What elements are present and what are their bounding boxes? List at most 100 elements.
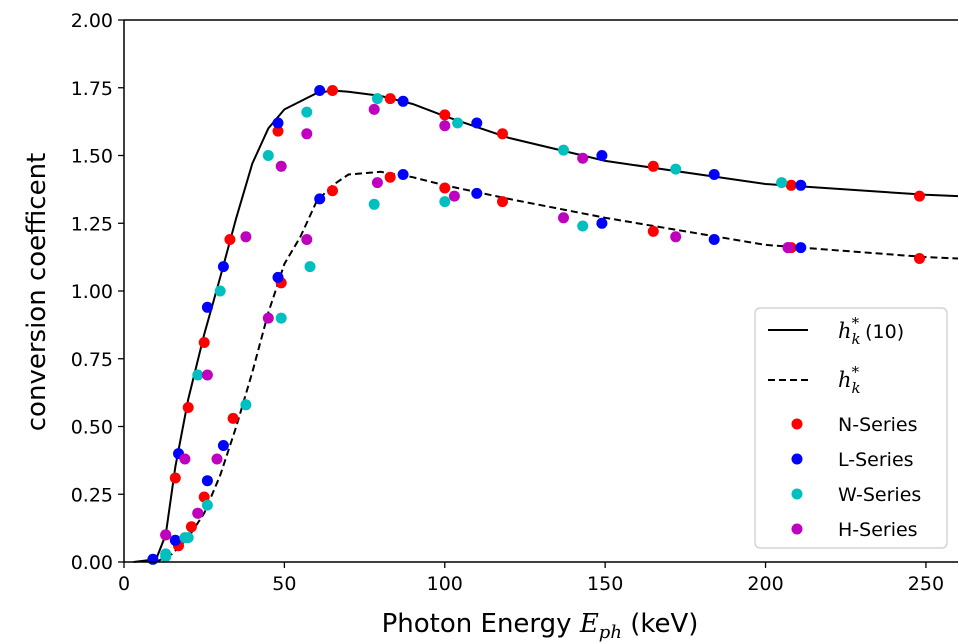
point-w-series	[301, 106, 313, 118]
x-tick-label: 0	[118, 573, 130, 595]
point-h-series	[558, 212, 569, 224]
point-l-series	[708, 169, 720, 180]
point-w-series	[304, 261, 316, 273]
y-tick-label: 0.50	[71, 417, 113, 439]
point-l-series	[272, 271, 284, 283]
point-w-series	[160, 551, 172, 563]
y-tick-label: 0.75	[71, 349, 113, 371]
y-ticks: 0.00 0.25 0.50 0.75 1.00 1.25 1.50 1.75 2.00	[71, 10, 124, 574]
point-h-series	[275, 160, 287, 172]
point-h-series	[371, 177, 383, 189]
point-n-series	[224, 234, 236, 245]
point-w-series	[201, 499, 213, 511]
point-h-series	[782, 242, 794, 254]
x-tick-label: 100	[427, 573, 463, 595]
point-h-series	[179, 453, 191, 465]
point-w-series	[452, 117, 464, 129]
point-h-series	[262, 312, 274, 324]
plot-points	[147, 85, 925, 565]
point-l-series	[471, 117, 483, 129]
point-l-series	[795, 179, 807, 191]
point-h-series	[211, 453, 223, 465]
point-l-series	[147, 553, 159, 565]
point-n-series	[914, 253, 925, 264]
x-axis-title-text: Photon Energy	[382, 609, 572, 639]
point-l-series	[217, 261, 229, 273]
point-h-series	[368, 103, 380, 115]
point-h-series	[670, 231, 682, 243]
y-tick-label: 1.50	[71, 146, 113, 168]
point-h-series	[439, 120, 451, 132]
y-tick-label: 0.00	[71, 552, 113, 574]
point-h-series	[192, 507, 204, 519]
point-n-series	[327, 85, 338, 96]
x-tick-label: 200	[747, 573, 783, 595]
y-tick-label: 2.00	[71, 10, 113, 32]
point-n-series	[439, 109, 451, 121]
point-l-series	[169, 534, 181, 546]
legend-marker-n-series	[791, 418, 803, 430]
x-axis-title-unit: (keV)	[630, 609, 698, 639]
point-w-series	[182, 532, 194, 544]
legend-label-n-series: N-Series	[838, 414, 918, 436]
point-w-series	[577, 220, 589, 232]
point-l-series	[217, 440, 229, 451]
point-l-series	[795, 242, 807, 254]
point-n-series	[272, 125, 284, 137]
x-tick-label: 50	[272, 573, 296, 595]
point-h-series	[160, 529, 172, 541]
y-tick-label: 0.25	[71, 484, 113, 506]
point-n-series	[439, 182, 451, 194]
x-axis-title-subscript: ph	[599, 622, 622, 643]
legend-marker-h-series	[791, 523, 803, 535]
legend-marker-l-series	[791, 453, 803, 465]
point-l-series	[314, 85, 326, 96]
point-n-series	[227, 412, 239, 424]
point-w-series	[670, 163, 682, 175]
point-l-series	[397, 95, 409, 107]
x-axis-title: Photon Energy Eph (keV)	[382, 609, 699, 643]
legend-frame	[754, 307, 948, 549]
point-l-series	[201, 301, 213, 313]
point-n-series	[497, 128, 508, 140]
point-w-series	[262, 150, 274, 161]
y-axis-title: conversion coefficent	[22, 153, 52, 431]
point-l-series	[596, 150, 608, 161]
point-w-series	[776, 177, 788, 189]
point-n-series	[185, 521, 197, 533]
point-h-series	[577, 152, 589, 164]
x-axis-title-symbol: E	[579, 609, 599, 639]
point-n-series	[785, 179, 797, 191]
point-l-series	[596, 217, 608, 229]
point-w-series	[371, 93, 383, 105]
point-w-series	[275, 312, 287, 324]
point-w-series	[192, 369, 204, 381]
point-l-series	[314, 193, 326, 205]
point-h-series	[448, 190, 460, 202]
point-l-series	[272, 117, 284, 129]
legend-label-w-series: W-Series	[838, 484, 921, 506]
point-h-series	[201, 369, 213, 381]
legend-label-hk: hk*	[838, 363, 861, 397]
point-n-series	[914, 190, 925, 202]
point-l-series	[471, 187, 483, 199]
curve-hk10-solid	[133, 89, 959, 563]
x-tick-label: 150	[587, 573, 623, 595]
point-l-series	[708, 234, 720, 245]
point-w-series	[214, 285, 226, 297]
point-w-series	[439, 196, 451, 208]
point-n-series	[327, 185, 338, 197]
point-l-series	[201, 475, 213, 487]
point-n-series	[198, 337, 210, 348]
x-tick-label: 250	[908, 573, 944, 595]
point-n-series	[497, 196, 508, 208]
point-n-series	[384, 93, 396, 105]
point-n-series	[647, 225, 659, 237]
point-h-series	[301, 128, 313, 140]
legend-marker-w-series	[791, 488, 803, 500]
x-ticks: 0 50 100 150 200 250	[118, 562, 944, 595]
point-w-series	[558, 144, 569, 156]
y-tick-label: 1.00	[71, 281, 113, 303]
point-w-series	[368, 198, 380, 210]
